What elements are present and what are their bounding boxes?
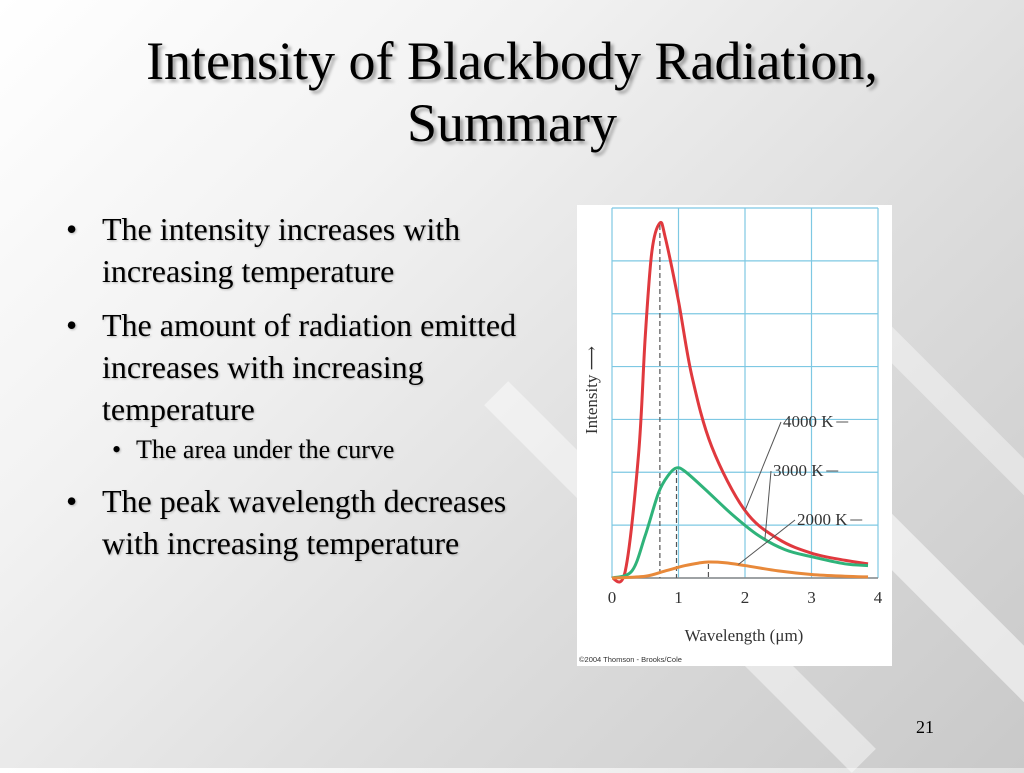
x-axis-label: Wavelength (μm) [685,626,804,645]
x-tick-label: 2 [741,588,750,607]
title-line-1: Intensity of Blackbody Radiation, [146,31,878,91]
x-tick-label: 0 [608,588,617,607]
sub-bullet-list: The area under the curve [102,432,568,468]
bullet-intensity: The intensity increases with increasing … [58,208,568,292]
curve-label-leader [744,421,782,511]
curve-2000k [611,560,869,580]
curve-4000k [610,220,869,584]
bullet-list: The intensity increases with increasing … [58,208,568,576]
blackbody-chart-figure: 0 1 2 3 4 4000 K 3000 K 2000 K Intensity ⟶ Wave… [577,205,892,666]
x-tick-label: 1 [674,588,683,607]
chart-grid [611,207,879,579]
x-tick-label: 4 [874,588,883,607]
curve-label-leader [764,470,772,539]
title-line-2: Summary [407,93,617,153]
slide-title: Intensity of Blackbody Radiation, Summar… [40,30,984,154]
bullet-peak-wavelength: The peak wavelength decreases with incre… [58,480,568,564]
x-tick-label: 3 [807,588,816,607]
curve-label-leader [738,519,796,565]
curve-label-4000k: 4000 K [783,412,834,431]
chart-labels: 0 1 2 3 4 4000 K 3000 K 2000 K [608,412,883,607]
sub-bullet-area: The area under the curve [102,432,568,468]
copyright-text: ©2004 Thomson - Brooks/Cole [579,655,682,664]
curve-label-2000k: 2000 K [797,510,848,529]
chart-curves [610,220,869,584]
curve-3000k [611,466,869,580]
y-axis-label: Intensity ⟶ [582,346,601,434]
bullet-radiation-amount: The amount of radiation emitted increase… [58,304,568,468]
bullet-radiation-amount-text: The amount of radiation emitted increase… [102,307,517,427]
blackbody-chart: 0 1 2 3 4 4000 K 3000 K 2000 K Intensity ⟶ Wave… [579,207,883,664]
curve-label-3000k: 3000 K [773,461,824,480]
page-number: 21 [916,717,934,737]
